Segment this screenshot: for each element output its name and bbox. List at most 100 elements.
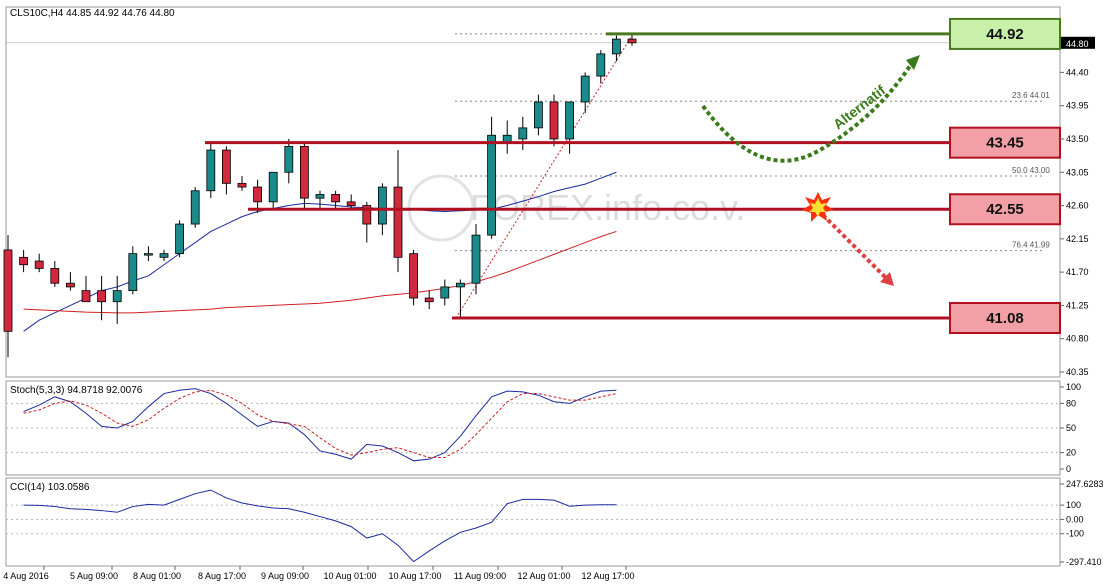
time-tick-label: 10 Aug 17:00 xyxy=(388,571,441,581)
cci-tick-label: -100 xyxy=(1066,529,1084,539)
time-tick-label: 12 Aug 01:00 xyxy=(517,571,570,581)
candle-body xyxy=(237,182,247,188)
candle-body xyxy=(377,186,387,225)
candle-body xyxy=(112,290,122,303)
candle-body xyxy=(3,249,13,332)
stoch-tick-label: 0 xyxy=(1066,464,1071,474)
fib-label: 50.0 43.00 xyxy=(1012,166,1050,175)
price-tick-label: 40.35 xyxy=(1066,367,1089,377)
price-tick-label: 40.80 xyxy=(1066,334,1089,344)
ma-slow-line xyxy=(23,230,617,314)
candle-body xyxy=(206,149,216,192)
candle-body xyxy=(284,145,294,173)
candle-body xyxy=(253,186,263,203)
level-label: 44.92 xyxy=(986,26,1024,43)
candle-body xyxy=(346,201,356,206)
time-tick-label: 8 Aug 01:00 xyxy=(133,571,181,581)
level-box xyxy=(949,17,1061,50)
candle-body xyxy=(409,253,419,299)
price-tick-label: 41.25 xyxy=(1066,300,1089,310)
cci-tick-label: 0.00 xyxy=(1066,514,1084,524)
main-panel-frame xyxy=(5,6,1061,378)
candle-body xyxy=(299,145,309,199)
candle-body xyxy=(50,268,60,284)
fib-label: 76.4 41.99 xyxy=(1012,241,1050,250)
level-label: 41.08 xyxy=(986,310,1024,327)
candles-layer xyxy=(3,33,637,358)
price-tick-label: 42.15 xyxy=(1066,234,1089,244)
time-tick-label: 11 Aug 09:00 xyxy=(454,571,506,581)
cci-tick-label: 100 xyxy=(1066,500,1081,510)
explosion-core-icon xyxy=(809,198,827,217)
candle-body xyxy=(455,282,465,288)
candle-body xyxy=(393,186,403,258)
candle-body xyxy=(440,286,450,299)
time-tick-label: 4 Aug 2016 xyxy=(3,571,49,581)
candle-body xyxy=(19,256,29,266)
price-tick-label: 41.70 xyxy=(1066,267,1089,277)
candle-body xyxy=(97,290,106,303)
cci-panel-frame xyxy=(5,477,1061,567)
cci-layer: 247.6283 100 0.00 -100 -297.410 xyxy=(6,479,1103,567)
candle-body xyxy=(612,38,621,55)
candle-body xyxy=(315,194,325,199)
time-axis: 4 Aug 2016 5 Aug 09:00 8 Aug 01:00 8 Aug 17… xyxy=(3,566,635,581)
price-tick-label: 43.05 xyxy=(1066,167,1089,177)
current-price-tag xyxy=(1061,36,1095,49)
alternative-path xyxy=(701,56,917,163)
candle-body xyxy=(487,134,497,236)
level-label: 42.55 xyxy=(986,201,1024,218)
candle-body xyxy=(362,205,372,225)
candle-body xyxy=(190,190,200,225)
candle-body xyxy=(471,234,481,284)
candle-body xyxy=(627,38,637,44)
cci-tick-label: 247.6283 xyxy=(1066,479,1103,489)
stoch-panel-header: Stoch(5,3,3) 94.8718 92.0076 xyxy=(10,385,143,396)
cci-tick-label: -297.410 xyxy=(1066,557,1102,567)
candle-body xyxy=(268,171,278,203)
stoch-tick-label: 100 xyxy=(1066,382,1081,392)
candle-body xyxy=(159,253,169,258)
fib-label: 23.6 44.01 xyxy=(1012,91,1050,100)
watermark-text: FOREX.info.co.v. xyxy=(470,187,745,228)
level-label: 43.45 xyxy=(986,135,1024,152)
stoch-tick-label: 50 xyxy=(1066,423,1076,433)
time-tick-label: 8 Aug 17:00 xyxy=(198,571,246,581)
price-tick-label: 44.40 xyxy=(1066,67,1089,77)
candle-body xyxy=(580,75,590,103)
stoch-main-line xyxy=(23,388,617,462)
candle-body xyxy=(331,194,341,203)
level-box xyxy=(949,301,1061,334)
current-price-label: 44.80 xyxy=(1066,39,1089,49)
price-axis: 44.40 43.95 43.50 43.05 42.60 42.15 41.70 41.25… xyxy=(1060,36,1095,377)
price-tick-label: 43.95 xyxy=(1066,101,1089,111)
main-panel-header: CLS10C,H4 44.85 44.92 44.76 44.80 xyxy=(10,8,175,19)
candle-body xyxy=(81,290,91,303)
price-tick-label: 42.60 xyxy=(1066,201,1089,211)
stoch-layer: 100 80 50 20 0 xyxy=(6,382,1081,474)
time-tick-label: 5 Aug 09:00 xyxy=(70,571,118,581)
level-box xyxy=(949,126,1061,159)
stoch-signal-line xyxy=(23,389,617,459)
candle-body xyxy=(596,53,606,77)
candle-body xyxy=(565,101,574,140)
breakdown-arrowhead xyxy=(880,272,894,286)
price-tick-label: 43.50 xyxy=(1066,134,1089,144)
candle-body xyxy=(518,127,528,140)
candle-body xyxy=(549,101,559,140)
level-box xyxy=(949,193,1061,226)
candle-body xyxy=(534,101,543,129)
time-tick-label: 10 Aug 01:00 xyxy=(323,571,376,581)
candle-body xyxy=(143,253,153,256)
alternative-arrowhead xyxy=(906,55,920,70)
candle-body xyxy=(221,149,231,184)
breakdown-arrow xyxy=(802,192,894,286)
candle-body xyxy=(424,297,434,303)
cci-panel-header: CCI(14) 103.0586 xyxy=(10,482,90,493)
time-tick-label: 12 Aug 17:00 xyxy=(581,571,634,581)
stoch-tick-label: 20 xyxy=(1066,448,1076,458)
levels-layer: 44.92 43.45 42.55 41.08 xyxy=(205,17,1061,334)
cci-line xyxy=(23,489,617,563)
